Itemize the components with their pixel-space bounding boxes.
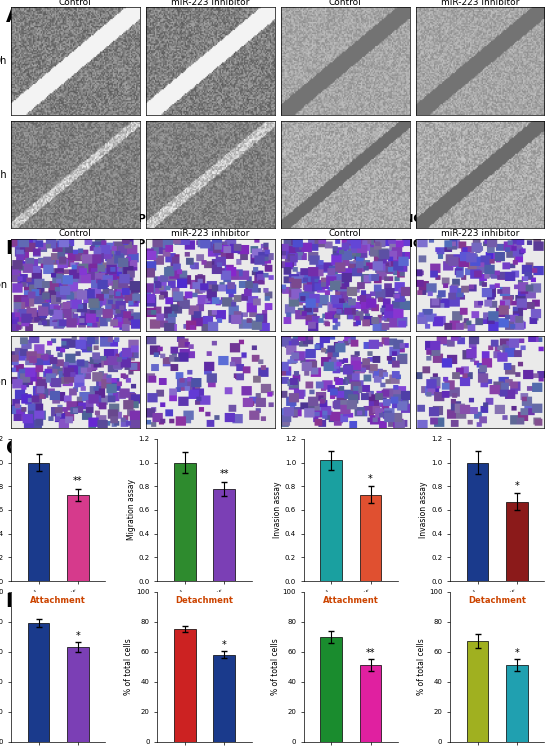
Text: **: **: [366, 648, 375, 658]
Title: miR-223 inhibitor: miR-223 inhibitor: [441, 0, 519, 7]
Bar: [28, 623, 50, 742]
Bar: [67, 494, 89, 581]
Y-axis label: % of total cells: % of total cells: [271, 638, 280, 695]
Bar: [321, 461, 342, 581]
Text: **: **: [219, 469, 229, 479]
Text: *: *: [515, 648, 519, 658]
Text: AsPC-1 GR: AsPC-1 GR: [124, 214, 186, 224]
Y-axis label: Invasion assay: Invasion assay: [273, 482, 282, 539]
Y-axis label: Migration assay: Migration assay: [126, 479, 136, 541]
Title: Control: Control: [59, 0, 92, 7]
Bar: [360, 665, 381, 742]
Y-axis label: Invasion assay: Invasion assay: [420, 482, 428, 539]
Bar: [67, 647, 89, 742]
Title: miR-223 inhibitor: miR-223 inhibitor: [171, 229, 250, 238]
Bar: [174, 463, 196, 581]
Bar: [467, 641, 488, 742]
Text: *: *: [368, 473, 373, 484]
Text: *: *: [515, 481, 519, 491]
Text: AsPC-1 GR: AsPC-1 GR: [324, 655, 377, 664]
Bar: [506, 502, 528, 581]
Text: B: B: [6, 239, 20, 258]
Bar: [213, 655, 235, 742]
Y-axis label: 20h: 20h: [0, 169, 7, 180]
Bar: [174, 629, 196, 742]
Text: PANC-1 GR: PANC-1 GR: [177, 655, 232, 664]
Text: C: C: [6, 439, 20, 458]
Bar: [506, 665, 528, 742]
Text: *: *: [75, 631, 80, 641]
Bar: [360, 494, 381, 581]
Y-axis label: 0h: 0h: [0, 56, 7, 67]
Text: Attachment: Attachment: [323, 596, 379, 605]
Text: Detachment: Detachment: [175, 596, 234, 605]
Title: Control: Control: [59, 229, 92, 238]
Y-axis label: % of total cells: % of total cells: [417, 638, 426, 695]
Y-axis label: % of total cells: % of total cells: [124, 638, 134, 695]
Title: miR-223 inhibitor: miR-223 inhibitor: [441, 229, 519, 238]
Bar: [467, 463, 488, 581]
Bar: [213, 488, 235, 581]
Text: A: A: [6, 7, 21, 26]
Text: PANC-1 GR: PANC-1 GR: [388, 239, 455, 249]
Text: PANC-1 GR: PANC-1 GR: [390, 214, 453, 224]
Text: AsPC-1 GR: AsPC-1 GR: [31, 655, 85, 664]
Text: PANC-1 GR: PANC-1 GR: [470, 655, 525, 664]
Bar: [321, 637, 342, 742]
Text: **: **: [73, 476, 82, 486]
Title: miR-223 inhibitor: miR-223 inhibitor: [171, 0, 250, 7]
Y-axis label: Migration: Migration: [0, 280, 7, 290]
Title: Control: Control: [329, 229, 361, 238]
Title: Control: Control: [329, 0, 361, 7]
Bar: [28, 463, 50, 581]
Text: AsPC-1 GR: AsPC-1 GR: [122, 239, 188, 249]
Text: D: D: [6, 592, 22, 610]
Text: Detachment: Detachment: [468, 596, 526, 605]
Text: *: *: [222, 640, 227, 650]
Y-axis label: Invasion: Invasion: [0, 377, 7, 387]
Text: Attachment: Attachment: [30, 596, 86, 605]
